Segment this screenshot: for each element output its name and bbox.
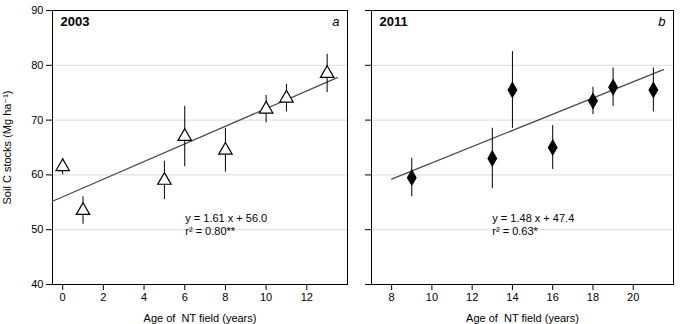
svg-text:14: 14 bbox=[506, 291, 518, 303]
svg-text:60: 60 bbox=[31, 168, 43, 180]
svg-text:Soil C stocks (Mg ha⁻¹): Soil C stocks (Mg ha⁻¹) bbox=[1, 91, 13, 205]
svg-text:6: 6 bbox=[182, 291, 188, 303]
svg-text:70: 70 bbox=[31, 114, 43, 126]
svg-text:y = 1.48 x + 47.4r² = 0.63*: y = 1.48 x + 47.4r² = 0.63* bbox=[492, 212, 574, 237]
svg-text:2011: 2011 bbox=[380, 14, 408, 29]
svg-text:a: a bbox=[332, 14, 339, 29]
svg-text:10: 10 bbox=[260, 291, 272, 303]
svg-text:80: 80 bbox=[31, 59, 43, 71]
svg-text:8: 8 bbox=[389, 291, 395, 303]
svg-text:12: 12 bbox=[301, 291, 313, 303]
svg-text:y = 1.61 x + 56.0r² = 0.80**: y = 1.61 x + 56.0r² = 0.80** bbox=[185, 212, 267, 237]
svg-text:12: 12 bbox=[466, 291, 478, 303]
svg-text:40: 40 bbox=[31, 278, 43, 290]
svg-text:0: 0 bbox=[60, 291, 66, 303]
svg-text:20: 20 bbox=[627, 291, 639, 303]
svg-text:18: 18 bbox=[587, 291, 599, 303]
svg-text:16: 16 bbox=[547, 291, 559, 303]
svg-text:b: b bbox=[658, 14, 665, 29]
svg-text:8: 8 bbox=[222, 291, 228, 303]
svg-text:50: 50 bbox=[31, 223, 43, 235]
svg-text:Age of NT field (years): Age of NT field (years) bbox=[144, 312, 257, 324]
svg-text:2003: 2003 bbox=[61, 14, 90, 29]
svg-text:90: 90 bbox=[31, 4, 43, 16]
svg-text:4: 4 bbox=[141, 291, 147, 303]
svg-text:10: 10 bbox=[426, 291, 438, 303]
svg-text:2: 2 bbox=[100, 291, 106, 303]
svg-text:Age of NT field (years): Age of NT field (years) bbox=[466, 312, 579, 324]
